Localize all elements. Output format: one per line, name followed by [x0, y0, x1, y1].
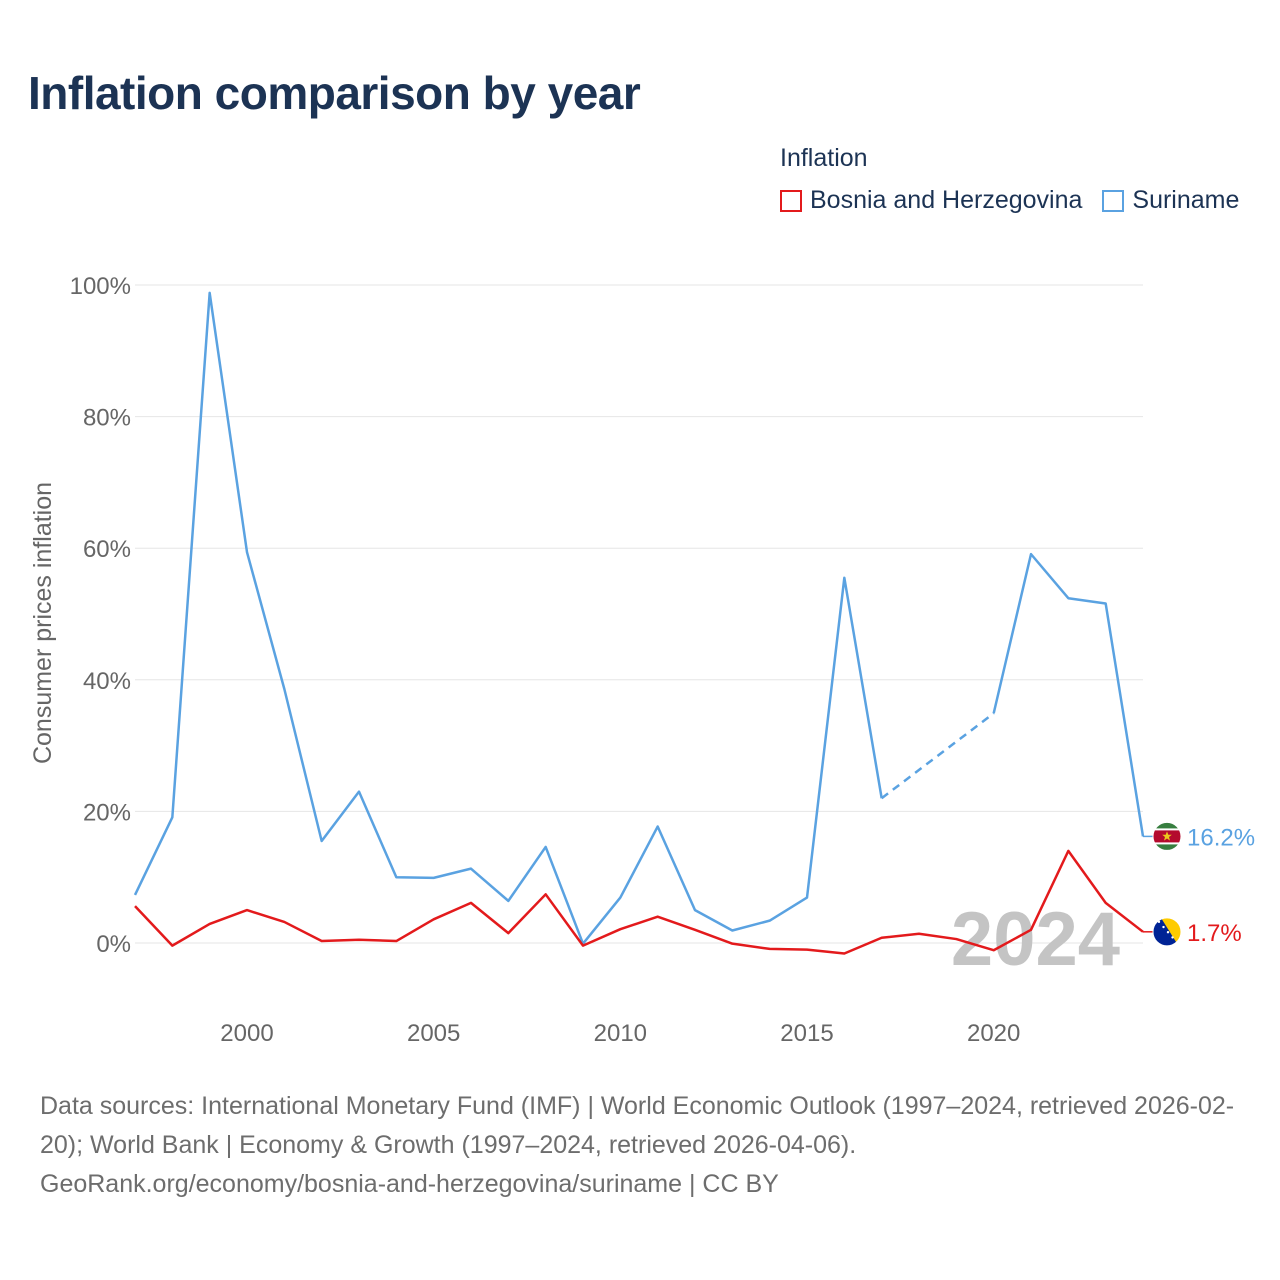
footer-link[interactable]: GeoRank.org/economy/bosnia-and-herzegovi… [40, 1170, 779, 1198]
x-axis-ticks: 2000 2005 2010 2015 2020 [220, 1020, 1020, 1047]
legend-item-suriname[interactable]: Suriname [1102, 186, 1239, 215]
y-tick-label: 80% [83, 405, 131, 432]
end-label-suriname: 16.2% [1187, 824, 1255, 851]
legend-swatch-bosnia [780, 189, 802, 212]
chart-title: Inflation comparison by year [28, 67, 641, 119]
suriname-flag [1153, 822, 1181, 851]
series-line-bosnia-and-herzegovina [134, 849, 1144, 955]
legend: Bosnia and Herzegovina Suriname [780, 186, 1259, 215]
legend-item-bosnia[interactable]: Bosnia and Herzegovina [780, 186, 1082, 215]
x-tick-label: 2000 [220, 1020, 273, 1047]
y-tick-label: 40% [83, 668, 131, 695]
y-tick-label: 20% [83, 799, 131, 826]
line-chart: 0%20%40%60%80%100% 2000 2005 2010 2015 2020 … [29, 273, 1255, 1047]
series-gap-suriname [880, 712, 995, 800]
legend-label-bosnia: Bosnia and Herzegovina [810, 186, 1083, 214]
y-axis-ticks: 0% 20% 40% 60% 80% 100% [70, 273, 131, 958]
bosnia-flag [1153, 917, 1181, 946]
series-lines [133, 291, 1145, 955]
y-tick-label: 0% [96, 931, 131, 958]
x-tick-label: 2005 [407, 1020, 460, 1047]
x-tick-label: 2015 [780, 1020, 833, 1047]
y-axis-label: Consumer prices inflation [29, 482, 57, 764]
footer-sources: Data sources: International Monetary Fun… [40, 1092, 1235, 1159]
legend-label-suriname: Suriname [1132, 186, 1240, 214]
x-tick-label: 2010 [594, 1020, 647, 1047]
series-end-labels: 16.2% 1.7% [1143, 821, 1255, 947]
series-line-suriname [992, 552, 1145, 837]
end-label-bosnia-and-herzegovina: 1.7% [1187, 920, 1242, 947]
y-tick-label: 100% [70, 273, 131, 300]
grid-lines [135, 284, 1143, 944]
legend-swatch-suriname [1102, 189, 1125, 212]
series-line-suriname [133, 291, 883, 945]
year-watermark: 2024 [951, 897, 1120, 982]
y-tick-label: 60% [83, 536, 131, 563]
legend-title: Inflation [780, 144, 868, 172]
x-tick-label: 2020 [967, 1020, 1020, 1047]
footer: Data sources: International Monetary Fun… [40, 1087, 1250, 1204]
